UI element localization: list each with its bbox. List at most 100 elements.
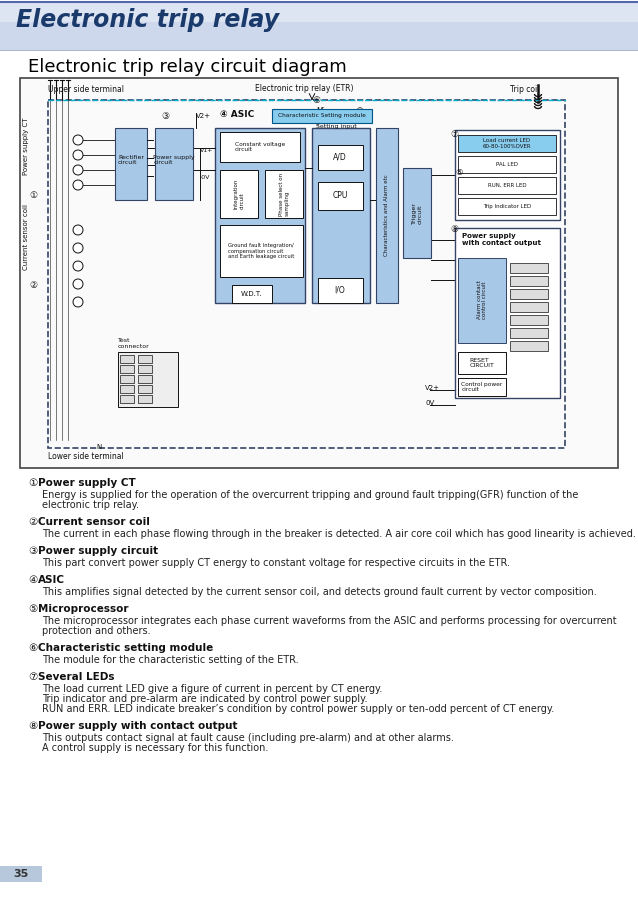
Text: ⑦: ⑦: [28, 672, 37, 682]
Text: N: N: [96, 444, 101, 450]
Circle shape: [73, 243, 83, 253]
Bar: [510, 315, 548, 325]
Bar: [115, 128, 147, 200]
Bar: [458, 156, 556, 173]
Text: Upper side terminal: Upper side terminal: [48, 85, 124, 94]
Text: Power supply
circuit: Power supply circuit: [153, 154, 195, 165]
Text: Power supply CT: Power supply CT: [38, 478, 136, 488]
Bar: [120, 355, 134, 363]
Bar: [510, 289, 548, 299]
Bar: [120, 395, 134, 403]
Text: Integration
circuit: Integration circuit: [234, 179, 244, 209]
Text: A control supply is necessary for this function.: A control supply is necessary for this f…: [42, 743, 269, 753]
Text: Alarm contact
control circuit: Alarm contact control circuit: [477, 281, 487, 319]
Bar: [120, 375, 134, 383]
Text: Power supply CT: Power supply CT: [23, 117, 29, 175]
Bar: [455, 130, 560, 220]
Text: Test
connector: Test connector: [118, 338, 150, 349]
Text: Phase select on
sampling: Phase select on sampling: [279, 172, 290, 216]
Text: RUN and ERR. LED indicate breaker’s condition by control power supply or ten-odd: RUN and ERR. LED indicate breaker’s cond…: [42, 704, 554, 714]
Bar: [0, 2, 638, 22]
Text: V2+: V2+: [196, 113, 211, 119]
Bar: [318, 182, 363, 210]
Bar: [138, 375, 152, 383]
Bar: [458, 198, 556, 215]
Bar: [138, 395, 152, 403]
Bar: [265, 170, 303, 218]
Text: V2+: V2+: [425, 385, 440, 391]
Bar: [455, 228, 560, 398]
Text: I/O: I/O: [334, 286, 345, 294]
Text: The module for the characteristic setting of the ETR.: The module for the characteristic settin…: [42, 655, 299, 665]
Text: Setting input: Setting input: [316, 124, 357, 129]
Text: ①: ①: [29, 190, 37, 199]
Bar: [120, 385, 134, 393]
Bar: [458, 135, 556, 152]
Text: 0V: 0V: [425, 400, 434, 406]
Text: ③: ③: [28, 546, 37, 556]
Bar: [118, 352, 178, 407]
Text: Characteristics and Alarm etc: Characteristics and Alarm etc: [385, 174, 390, 256]
Text: ⑥: ⑥: [28, 643, 37, 653]
Text: The current in each phase flowing through in the breaker is detected. A air core: The current in each phase flowing throug…: [42, 529, 636, 539]
Text: ⑧: ⑧: [450, 225, 458, 234]
Bar: [510, 341, 548, 351]
Circle shape: [73, 279, 83, 289]
Text: Microprocessor: Microprocessor: [38, 604, 128, 614]
Text: ⑦: ⑦: [450, 130, 458, 139]
Text: This outputs contact signal at fault cause (including pre-alarm) and at other al: This outputs contact signal at fault cau…: [42, 733, 454, 743]
Bar: [138, 385, 152, 393]
Text: This amplifies signal detected by the current sensor coil, and detects ground fa: This amplifies signal detected by the cu…: [42, 587, 597, 597]
Bar: [403, 168, 431, 258]
Text: The microprocessor integrates each phase current waveforms from the ASIC and per: The microprocessor integrates each phase…: [42, 616, 616, 626]
Bar: [510, 302, 548, 312]
Bar: [120, 365, 134, 373]
Text: ②: ②: [29, 281, 37, 290]
Text: Current sensor coil: Current sensor coil: [23, 204, 29, 270]
Text: RUN, ERR LED: RUN, ERR LED: [487, 183, 526, 188]
Bar: [20, 78, 618, 468]
Bar: [458, 352, 506, 374]
Bar: [318, 278, 363, 303]
Text: Current sensor coil: Current sensor coil: [38, 517, 150, 527]
Text: ⑤: ⑤: [355, 107, 363, 116]
Text: ⑤: ⑤: [28, 604, 37, 614]
Bar: [510, 328, 548, 338]
Text: Lower side terminal: Lower side terminal: [48, 452, 124, 461]
Bar: [48, 100, 565, 448]
Circle shape: [73, 135, 83, 145]
Circle shape: [73, 225, 83, 235]
Bar: [215, 128, 305, 303]
Circle shape: [73, 180, 83, 190]
Text: Micro-
processor: Micro- processor: [316, 107, 353, 126]
Text: Power supply circuit: Power supply circuit: [38, 546, 158, 556]
Text: Trip indicator and pre-alarm are indicated by control power supply.: Trip indicator and pre-alarm are indicat…: [42, 694, 367, 704]
Text: This part convert power supply CT energy to constant voltage for respective circ: This part convert power supply CT energy…: [42, 558, 510, 568]
Text: RESET
CIRCUIT: RESET CIRCUIT: [470, 357, 494, 368]
Bar: [318, 145, 363, 170]
Text: Power supply
with contact output: Power supply with contact output: [462, 233, 541, 246]
Bar: [138, 355, 152, 363]
Text: ④ ASIC: ④ ASIC: [220, 110, 255, 119]
Text: Electronic trip relay circuit diagram: Electronic trip relay circuit diagram: [28, 58, 346, 76]
Text: ⑥: ⑥: [312, 96, 320, 105]
Text: ②: ②: [28, 517, 37, 527]
Text: electronic trip relay.: electronic trip relay.: [42, 500, 139, 510]
Bar: [0, 866, 42, 882]
Text: ASIC: ASIC: [38, 575, 65, 585]
Text: Trigger
circuit: Trigger circuit: [412, 202, 422, 224]
Text: Load current LED
60-80-100%OVER: Load current LED 60-80-100%OVER: [483, 138, 531, 149]
Bar: [155, 128, 193, 200]
Text: Several LEDs: Several LEDs: [38, 672, 114, 682]
Bar: [138, 365, 152, 373]
Text: Characteristic Setting module: Characteristic Setting module: [278, 114, 366, 118]
Text: ①: ①: [28, 478, 37, 488]
Text: ③: ③: [161, 112, 169, 121]
Circle shape: [73, 165, 83, 175]
Bar: [510, 276, 548, 286]
Text: PAL LED: PAL LED: [496, 162, 518, 167]
Text: -0V: -0V: [200, 175, 211, 180]
Bar: [312, 128, 370, 303]
Bar: [376, 128, 398, 303]
Text: Ground fault Integration/
compensation circuit
and Earth leakage circuit: Ground fault Integration/ compensation c…: [228, 243, 294, 259]
